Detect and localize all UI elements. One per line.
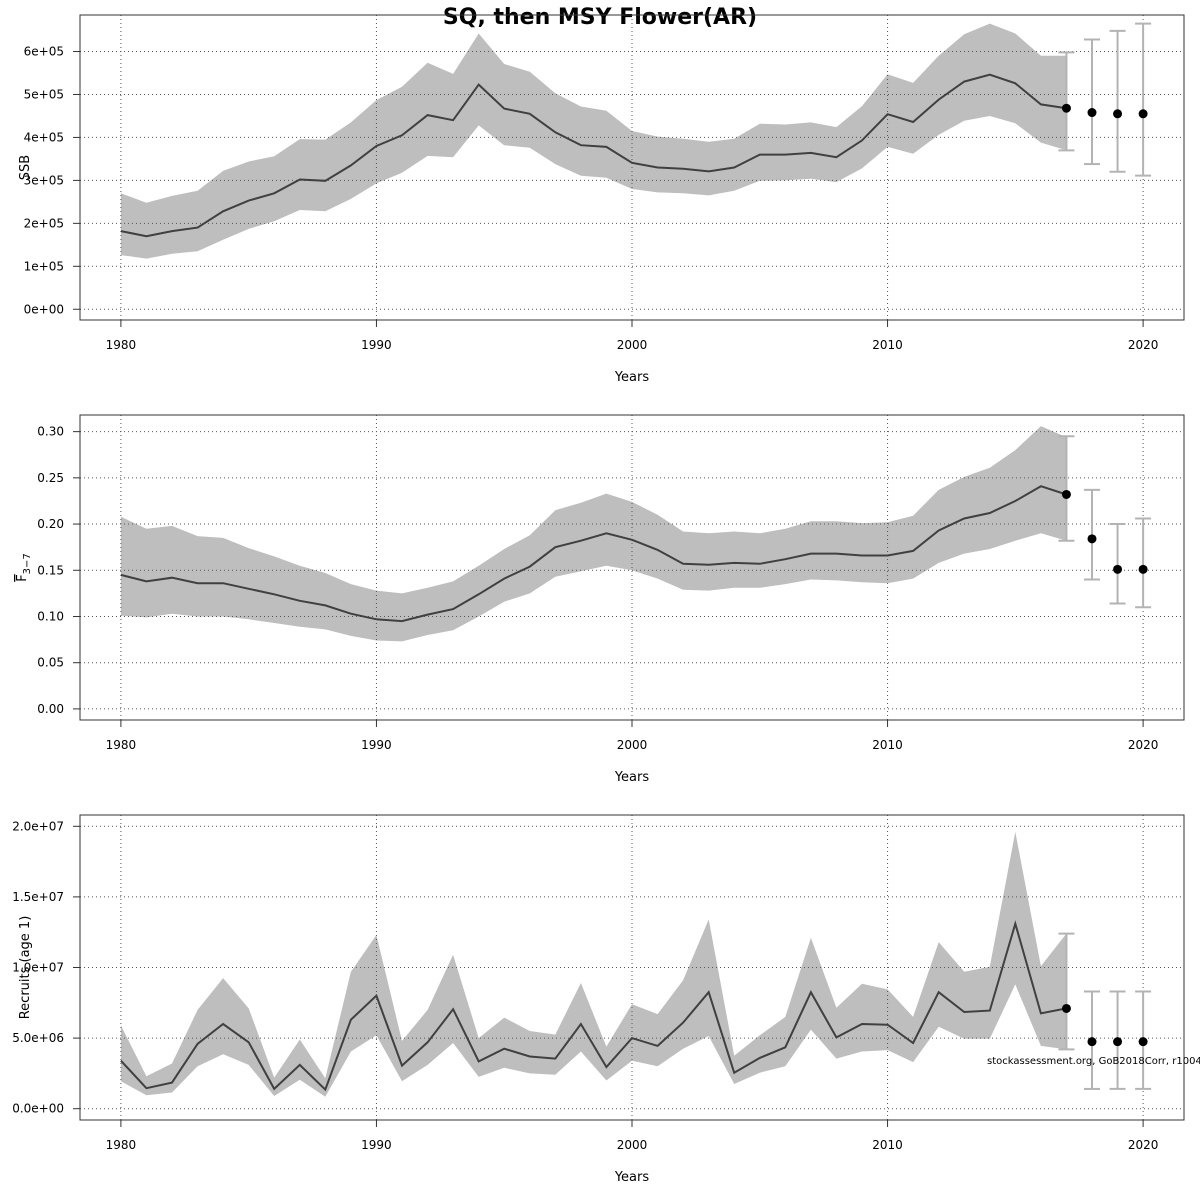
recruits-y-tick-label: 1.5e+07: [12, 890, 64, 904]
f-y-axis-title-main: F: [15, 574, 30, 581]
recruits-panel: 1980 1990 2000 2010 2020 Years 0.0e+00 5.0e+06 1…: [12, 814, 1185, 1185]
ssb-y-tick-label: 6e+05: [24, 45, 64, 59]
recruits-x-tick-label: 1990: [361, 1138, 392, 1152]
f-y-axis-title: F3−7: [15, 553, 33, 582]
ssb-forecast-point: [1113, 109, 1123, 119]
ssb-y-tick-label: 2e+05: [24, 216, 64, 230]
ssb-y-tick-label: 1e+05: [24, 259, 64, 273]
f-x-tick-label: 1980: [106, 738, 137, 752]
ssb-y-tick-label: 0e+00: [24, 302, 64, 316]
ssb-x-tick-label: 2010: [872, 338, 903, 352]
f-y-tick-label: 0.30: [37, 425, 64, 439]
f-x-tick-label: 1990: [361, 738, 392, 752]
ssb-y-tick-label: 4e+05: [24, 130, 64, 144]
recruits-x-tick-label: 2020: [1128, 1138, 1159, 1152]
ssb-forecast-point: [1087, 108, 1097, 118]
f-estimate-line: [120, 485, 1067, 623]
ssb-x-tick-label: 1980: [106, 338, 137, 352]
recruits-y-tick-label: 0.0e+00: [12, 1102, 64, 1116]
recruits-y-tick-label: 1.0e+07: [12, 961, 64, 975]
f-x-tick-label: 2020: [1128, 738, 1159, 752]
ssb-y-tick-label: 5e+05: [24, 87, 64, 101]
ssb-confidence-band: [120, 23, 1067, 259]
recruits-forecast-point: [1138, 1037, 1148, 1047]
chart-title: SQ, then MSY Flower(AR): [443, 5, 757, 30]
f-confidence-band: [120, 426, 1067, 642]
f-forecast-point: [1087, 534, 1097, 544]
fishing-mortality-panel: 1980 1990 2000 2010 2020 Years 0.00 0.05 0.10 0.1…: [15, 414, 1185, 785]
f-forecast-point: [1113, 564, 1123, 574]
recruits-estimate-line: [120, 920, 1067, 1092]
ssb-y-axis-title: SSB: [18, 155, 33, 180]
credit-label: stockassessment.org, GoB2018Corr, r10042: [987, 1056, 1200, 1067]
recruits-forecast-point: [1087, 1037, 1097, 1047]
f-y-tick-label: 0.00: [37, 702, 64, 716]
recruits-y-tick-label: 2.0e+07: [12, 819, 64, 833]
f-x-tick-label: 2000: [617, 738, 648, 752]
recruits-forecast-point: [1113, 1037, 1123, 1047]
f-y-tick-label: 0.25: [37, 471, 64, 485]
recruits-x-tick-label: 1980: [106, 1138, 137, 1152]
recruits-y-axis-title: Recruits (age 1): [18, 916, 33, 1020]
f-y-tick-label: 0.05: [37, 656, 64, 670]
ssb-x-tick-label: 2020: [1128, 338, 1159, 352]
recruits-confidence-band: [120, 831, 1067, 1097]
f-x-axis-title: Years: [614, 770, 650, 785]
recruits-x-axis-title: Years: [614, 1170, 650, 1185]
f-forecast-point: [1061, 489, 1071, 499]
ssb-x-tick-label: 2000: [617, 338, 648, 352]
f-y-tick-label: 0.10: [37, 609, 64, 623]
recruits-x-tick-label: 2000: [617, 1138, 648, 1152]
f-y-tick-label: 0.15: [37, 563, 64, 577]
ssb-forecast-point: [1061, 103, 1071, 113]
f-y-axis-title-subscript: 3−7: [22, 553, 33, 574]
ssb-x-axis-title: Years: [614, 370, 650, 385]
ssb-y-tick-label: 3e+05: [24, 173, 64, 187]
ssb-forecast-point: [1138, 109, 1148, 119]
recruits-y-tick-label: 5.0e+06: [12, 1031, 64, 1045]
recruits-x-tick-label: 2010: [872, 1138, 903, 1152]
f-y-tick-label: 0.20: [37, 517, 64, 531]
ssb-estimate-line: [120, 73, 1067, 238]
recruits-forecast-point: [1061, 1003, 1071, 1013]
f-forecast-point: [1138, 564, 1148, 574]
f-x-tick-label: 2010: [872, 738, 903, 752]
ssb-panel: 1980 1990 2000 2010 2020 Years 0e+00 1e+05 2e+05…: [18, 14, 1185, 385]
ssb-x-tick-label: 1990: [361, 338, 392, 352]
